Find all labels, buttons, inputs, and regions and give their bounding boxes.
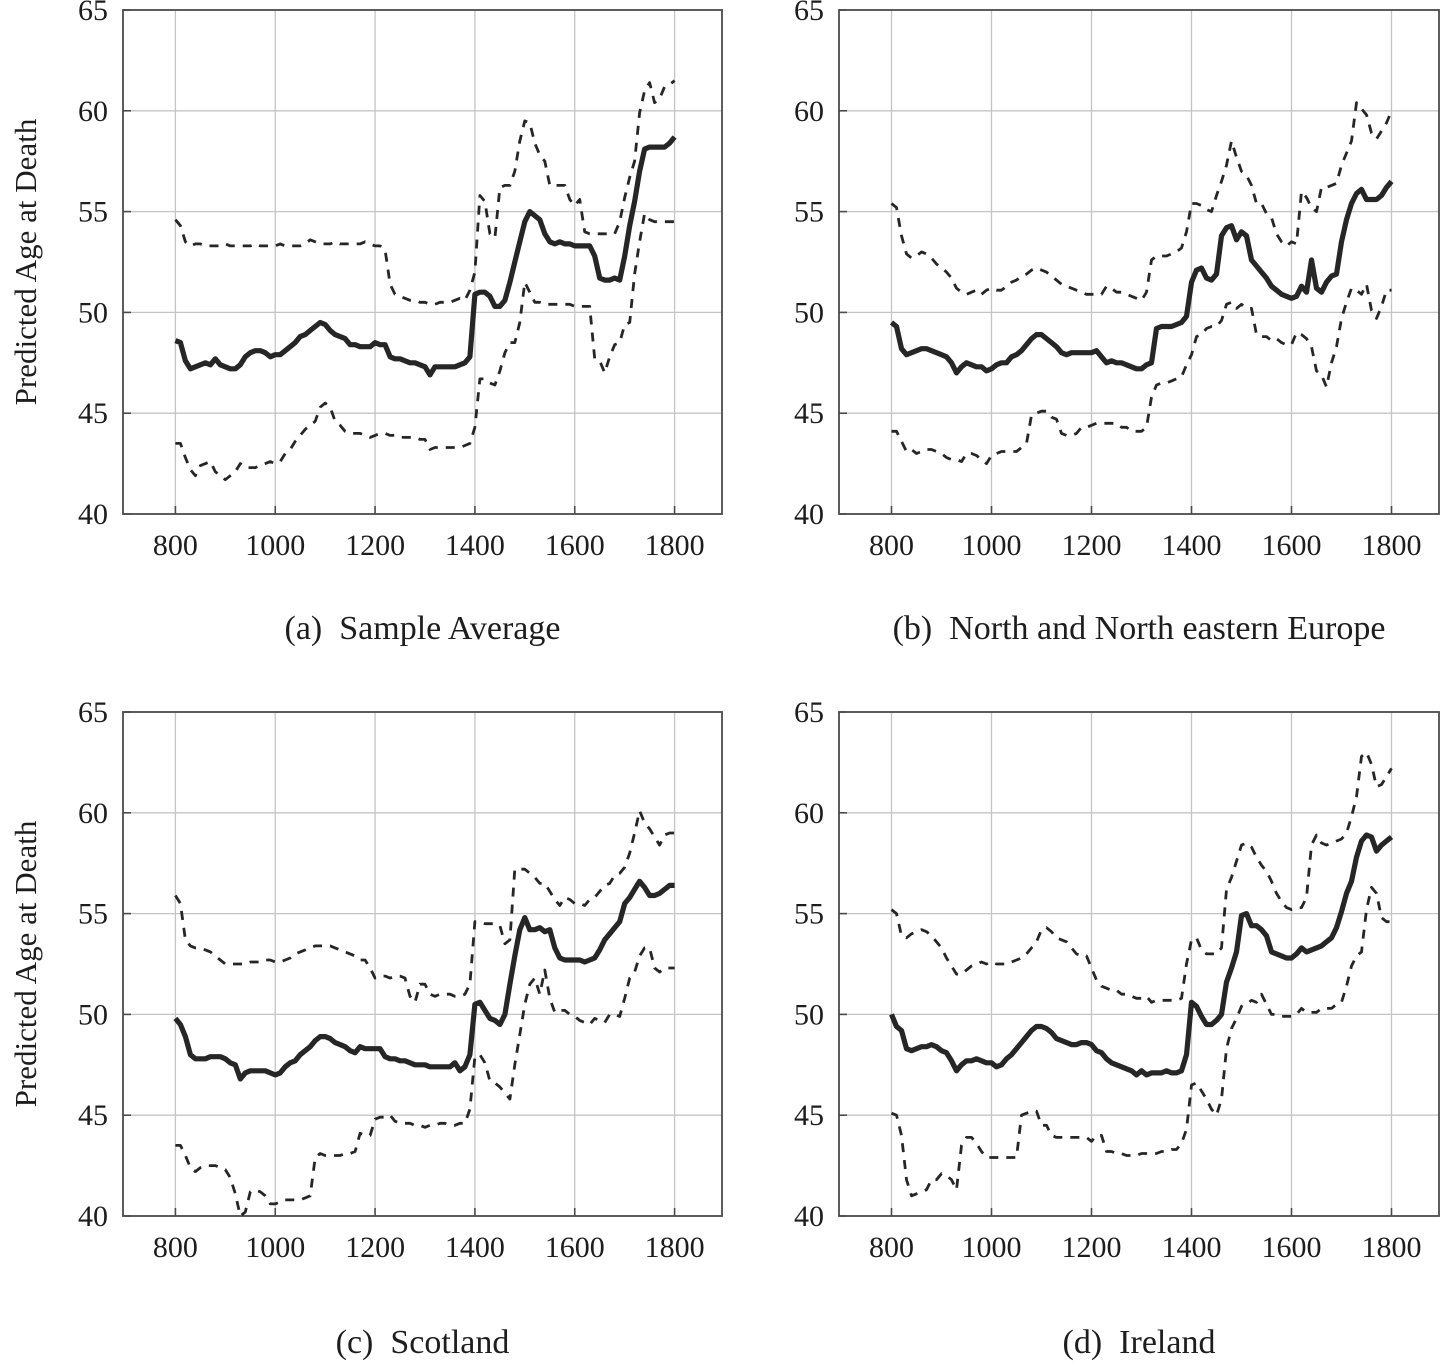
plot-frame xyxy=(838,9,1440,515)
x-tick-label: 1400 xyxy=(1162,529,1222,562)
upper-band-line xyxy=(174,809,675,1004)
y-tick-label: 40 xyxy=(78,498,108,531)
y-tick-label: 50 xyxy=(78,998,108,1031)
gridlines xyxy=(839,712,1439,1216)
chart-north-europe: 800 1000 1200 1400 1600 1800 40 45 50 55 60 65 xyxy=(794,0,1440,562)
gridlines xyxy=(839,10,1439,514)
upper-band-line xyxy=(890,101,1393,302)
lower-band-line xyxy=(175,212,675,482)
panel-north-europe: 800 1000 1200 1400 1600 1800 40 45 50 55 60 65 (b) … xyxy=(740,0,1441,702)
axis-ticks xyxy=(123,711,676,1217)
x-tick-label: 1600 xyxy=(1262,529,1322,562)
gridlines xyxy=(123,10,722,514)
x-tick-label: 800 xyxy=(153,529,198,562)
y-tick-label: 50 xyxy=(78,296,108,329)
chart-scotland: 800 1000 1200 1400 1600 1800 40 45 50 55 60 65 Predi… xyxy=(8,702,723,1264)
y-tick-label: 55 xyxy=(78,898,108,931)
x-tick-label: 1200 xyxy=(1062,529,1122,562)
x-tick-label: 1000 xyxy=(962,1231,1022,1264)
x-tick-label: 1600 xyxy=(545,529,605,562)
caption-a: (a) Sample Average xyxy=(284,610,561,647)
caption-b: (b) North and North eastern Europe xyxy=(892,610,1386,647)
y-tick-label: 45 xyxy=(794,1099,824,1132)
predicted-mean-line xyxy=(889,832,1394,1078)
x-tick-label: 800 xyxy=(153,1231,198,1264)
y-tick-label: 55 xyxy=(794,898,824,931)
predicted-mean-line xyxy=(173,878,675,1082)
y-tick-label: 65 xyxy=(794,0,824,27)
x-tick-label: 800 xyxy=(869,529,914,562)
x-tick-label: 1600 xyxy=(1262,1231,1322,1264)
panel-sample-average: 800 1000 1200 1400 1600 1800 40 45 50 55 60 65 Predi… xyxy=(0,0,740,702)
x-tick-label: 1200 xyxy=(345,529,405,562)
y-tick-label: 50 xyxy=(794,296,824,329)
x-tick-label: 1000 xyxy=(962,529,1022,562)
x-tick-label: 1600 xyxy=(545,1231,605,1264)
plot-frame xyxy=(122,711,723,1217)
y-axis-label: Predicted Age at Death xyxy=(8,118,43,405)
x-tick-label: 1000 xyxy=(245,1231,305,1264)
x-tick-label: 1400 xyxy=(1162,1231,1222,1264)
panel-scotland: 800 1000 1200 1400 1600 1800 40 45 50 55 60 65 Predi… xyxy=(0,702,740,1371)
x-tick-label: 1400 xyxy=(445,529,505,562)
plot-frame xyxy=(838,711,1440,1217)
x-tick-label: 1200 xyxy=(1062,1231,1122,1264)
y-tick-label: 55 xyxy=(794,196,824,229)
x-tick-label: 1200 xyxy=(345,1231,405,1264)
x-tick-label: 1800 xyxy=(645,1231,705,1264)
axis-ticks xyxy=(839,9,1393,515)
y-tick-label: 65 xyxy=(78,0,108,27)
y-tick-label: 45 xyxy=(78,1099,108,1132)
lower-band-line xyxy=(891,282,1392,466)
predicted-mean-line xyxy=(889,179,1394,376)
lower-band-line xyxy=(890,885,1392,1198)
caption-c: (c) Scotland xyxy=(335,1324,510,1361)
y-tick-label: 45 xyxy=(78,397,108,430)
caption-d: (d) Ireland xyxy=(1062,1324,1216,1361)
gridlines xyxy=(123,712,722,1216)
y-tick-label: 40 xyxy=(794,1200,824,1233)
y-axis-label: Predicted Age at Death xyxy=(8,820,43,1107)
y-tick-label: 50 xyxy=(794,998,824,1031)
x-tick-label: 1800 xyxy=(1362,1231,1422,1264)
lower-band-line xyxy=(175,946,675,1218)
axis-ticks xyxy=(123,9,676,515)
x-tick-label: 1400 xyxy=(445,1231,505,1264)
y-tick-label: 40 xyxy=(794,498,824,531)
chart-sample-average: 800 1000 1200 1400 1600 1800 40 45 50 55 60 65 Predi… xyxy=(8,0,723,562)
y-tick-label: 45 xyxy=(794,397,824,430)
panel-ireland: 800 1000 1200 1400 1600 1800 40 45 50 55 60 65 (d) … xyxy=(740,702,1441,1371)
y-tick-label: 60 xyxy=(794,95,824,128)
y-tick-label: 65 xyxy=(78,702,108,729)
y-tick-label: 55 xyxy=(78,196,108,229)
x-tick-label: 800 xyxy=(869,1231,914,1264)
x-tick-label: 1000 xyxy=(245,529,305,562)
y-tick-label: 65 xyxy=(794,702,824,729)
upper-band-line xyxy=(890,750,1393,1004)
upper-band-line xyxy=(174,79,676,306)
y-tick-label: 40 xyxy=(78,1200,108,1233)
y-tick-label: 60 xyxy=(78,95,108,128)
x-tick-label: 1800 xyxy=(1362,529,1422,562)
axis-ticks xyxy=(839,711,1393,1217)
plot-frame xyxy=(122,9,723,515)
x-tick-label: 1800 xyxy=(645,529,705,562)
chart-ireland: 800 1000 1200 1400 1600 1800 40 45 50 55 60 65 xyxy=(794,702,1440,1264)
y-tick-label: 60 xyxy=(78,797,108,830)
y-tick-label: 60 xyxy=(794,797,824,830)
predicted-mean-line xyxy=(174,135,677,378)
